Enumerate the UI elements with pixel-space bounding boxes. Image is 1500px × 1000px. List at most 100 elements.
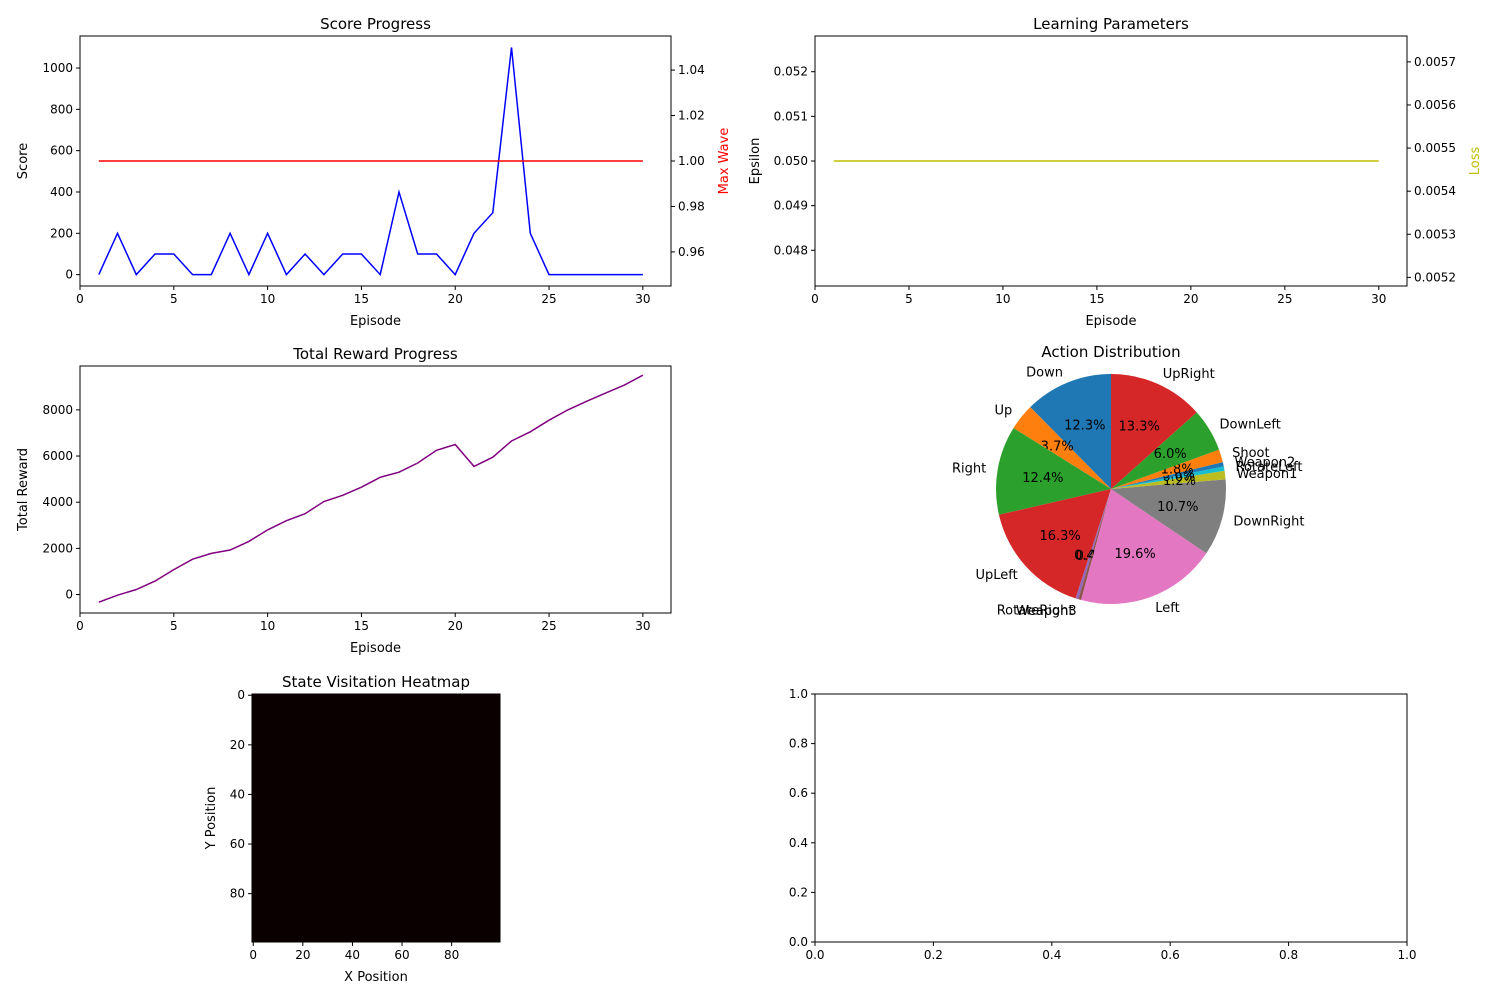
params-ytick-label: 0.049 (774, 199, 808, 213)
score-ytick-label: 600 (50, 144, 73, 158)
empty-ytick-label: 0.8 (789, 737, 808, 751)
actions-panel: 12.3%Down3.7%Up12.4%Right16.3%UpLeft0.4%… (952, 343, 1305, 619)
heatmap-ytick-label: 40 (230, 787, 245, 801)
params-ytick-label: 0.051 (774, 109, 808, 123)
actions-slice-label: Weapon2 (1235, 455, 1296, 470)
heatmap-ytick-label: 0 (237, 688, 245, 702)
reward-ylabel: Total Reward (16, 448, 31, 532)
empty-xtick-label: 0.8 (1279, 948, 1298, 962)
actions-slice-weapon3 (1078, 489, 1111, 601)
actions-pct-label: 19.6% (1114, 547, 1155, 562)
heatmap-axes-frame (251, 693, 501, 943)
reward-xtick-label: 15 (354, 619, 369, 633)
reward-ytick-label: 8000 (42, 403, 73, 417)
score-y2tick-label: 0.98 (678, 199, 705, 213)
actions-slice-down (1030, 374, 1111, 489)
reward-xtick-label: 25 (541, 619, 556, 633)
score-ytick-label: 0 (65, 268, 73, 282)
actions-title: Action Distribution (1041, 343, 1180, 361)
params-y2label: Loss (1468, 147, 1483, 176)
params-xtick-label: 20 (1183, 292, 1198, 306)
actions-slice-downright (1111, 479, 1227, 554)
score-y2tick-label: 1.00 (678, 154, 705, 168)
heatmap-ytick-label: 20 (230, 738, 245, 752)
actions-slice-label: Left (1155, 601, 1179, 616)
score-xtick-label: 20 (448, 292, 463, 306)
actions-slice-label: Shoot (1232, 446, 1270, 461)
score-panel: 0 5 10 15 20 25 30 0 200 400 600 800 1000 0.96 0.98 1.0… (16, 15, 732, 329)
params-ytick-label: 0.050 (774, 154, 808, 168)
params-y2tick-label: 0.0053 (1414, 227, 1456, 241)
heatmap-xtick-label: 80 (444, 948, 459, 962)
score-xtick-label: 30 (635, 292, 650, 306)
params-y2tick-label: 0.0052 (1414, 270, 1456, 284)
empty-xtick-label: 0.0 (805, 948, 824, 962)
heatmap-ytick-label: 60 (230, 837, 245, 851)
heatmap-panel: 0 20 40 60 80 0 20 40 60 80 State Visitation Heatm… (204, 673, 501, 985)
params-y2tick-label: 0.0056 (1414, 98, 1456, 112)
actions-slice-weapon2 (1111, 462, 1224, 489)
actions-slice-shoot (1111, 449, 1223, 489)
score-y2tick-label: 1.04 (678, 63, 705, 77)
score-xtick-label: 15 (354, 292, 369, 306)
actions-slice-downleft (1111, 412, 1220, 489)
params-xtick-label: 25 (1277, 292, 1292, 306)
actions-pct-label: 10.7% (1157, 500, 1198, 515)
score-xlabel: Episode (350, 314, 401, 329)
actions-slice-label: Weapon3 (1016, 604, 1077, 619)
actions-slice-label: Down (1026, 366, 1063, 381)
score-y2tick-label: 1.02 (678, 109, 705, 123)
empty-ytick-label: 0.4 (789, 836, 808, 850)
heatmap-ylabel: Y Position (204, 787, 219, 851)
actions-slice-label: UpRight (1163, 367, 1215, 382)
heatmap-xtick-label: 40 (345, 948, 360, 962)
actions-pct-label: 6.0% (1154, 447, 1187, 462)
score-ytick-label: 1000 (42, 61, 73, 75)
actions-pct-label: 12.4% (1022, 471, 1063, 486)
actions-slice-up (1013, 407, 1111, 489)
params-xtick-label: 30 (1371, 292, 1386, 306)
reward-xtick-label: 10 (260, 619, 275, 633)
params-xlabel: Episode (1085, 314, 1136, 329)
score-y2label: Max Wave (717, 128, 732, 195)
score-ylabel: Score (16, 143, 31, 179)
actions-slice-rotateright (1075, 489, 1111, 600)
params-ylabel: Epsilon (748, 138, 763, 185)
score-series-line-0 (98, 47, 643, 277)
actions-slice-label: RotateLeft (1236, 460, 1303, 475)
reward-ytick-label: 4000 (42, 495, 73, 509)
empty-xtick-label: 1.0 (1397, 948, 1416, 962)
empty-xtick-label: 0.6 (1161, 948, 1180, 962)
score-xtick-label: 5 (170, 292, 178, 306)
reward-ytick-label: 6000 (42, 449, 73, 463)
heatmap-xtick-label: 0 (249, 948, 257, 962)
params-ytick-label: 0.052 (774, 65, 808, 79)
params-xtick-label: 5 (905, 292, 913, 306)
params-y2tick-label: 0.0057 (1414, 55, 1456, 69)
actions-slice-label: RotateRight (997, 603, 1074, 618)
score-xtick-label: 25 (541, 292, 556, 306)
reward-ytick-label: 2000 (42, 541, 73, 555)
params-xtick-label: 0 (811, 292, 819, 306)
score-y2tick-label: 0.96 (678, 245, 705, 259)
reward-panel: 0 5 10 15 20 25 30 0 2000 4000 6000 8000 Total Rewar… (16, 345, 672, 656)
heatmap-xtick-label: 60 (394, 948, 409, 962)
params-xtick-label: 10 (995, 292, 1010, 306)
empty-xtick-label: 0.4 (1042, 948, 1061, 962)
actions-slice-rotateleft (1111, 466, 1225, 489)
score-ytick-label: 400 (50, 185, 73, 199)
actions-slice-weapon1 (1111, 470, 1226, 489)
heatmap-xlabel: X Position (344, 970, 408, 985)
empty-ytick-label: 0.0 (789, 935, 808, 949)
score-title: Score Progress (320, 15, 431, 33)
score-xtick-label: 0 (76, 292, 84, 306)
reward-axes-frame (79, 365, 672, 614)
actions-slice-label: DownRight (1233, 514, 1304, 529)
heatmap-xtick-label: 20 (295, 948, 310, 962)
score-ytick-label: 800 (50, 102, 73, 116)
actions-slice-label: Right (952, 462, 986, 477)
actions-slice-label: UpLeft (975, 568, 1017, 583)
actions-pct-label: 16.3% (1039, 529, 1080, 544)
empty-axes-frame (814, 693, 1408, 943)
empty-ytick-label: 0.6 (789, 786, 808, 800)
